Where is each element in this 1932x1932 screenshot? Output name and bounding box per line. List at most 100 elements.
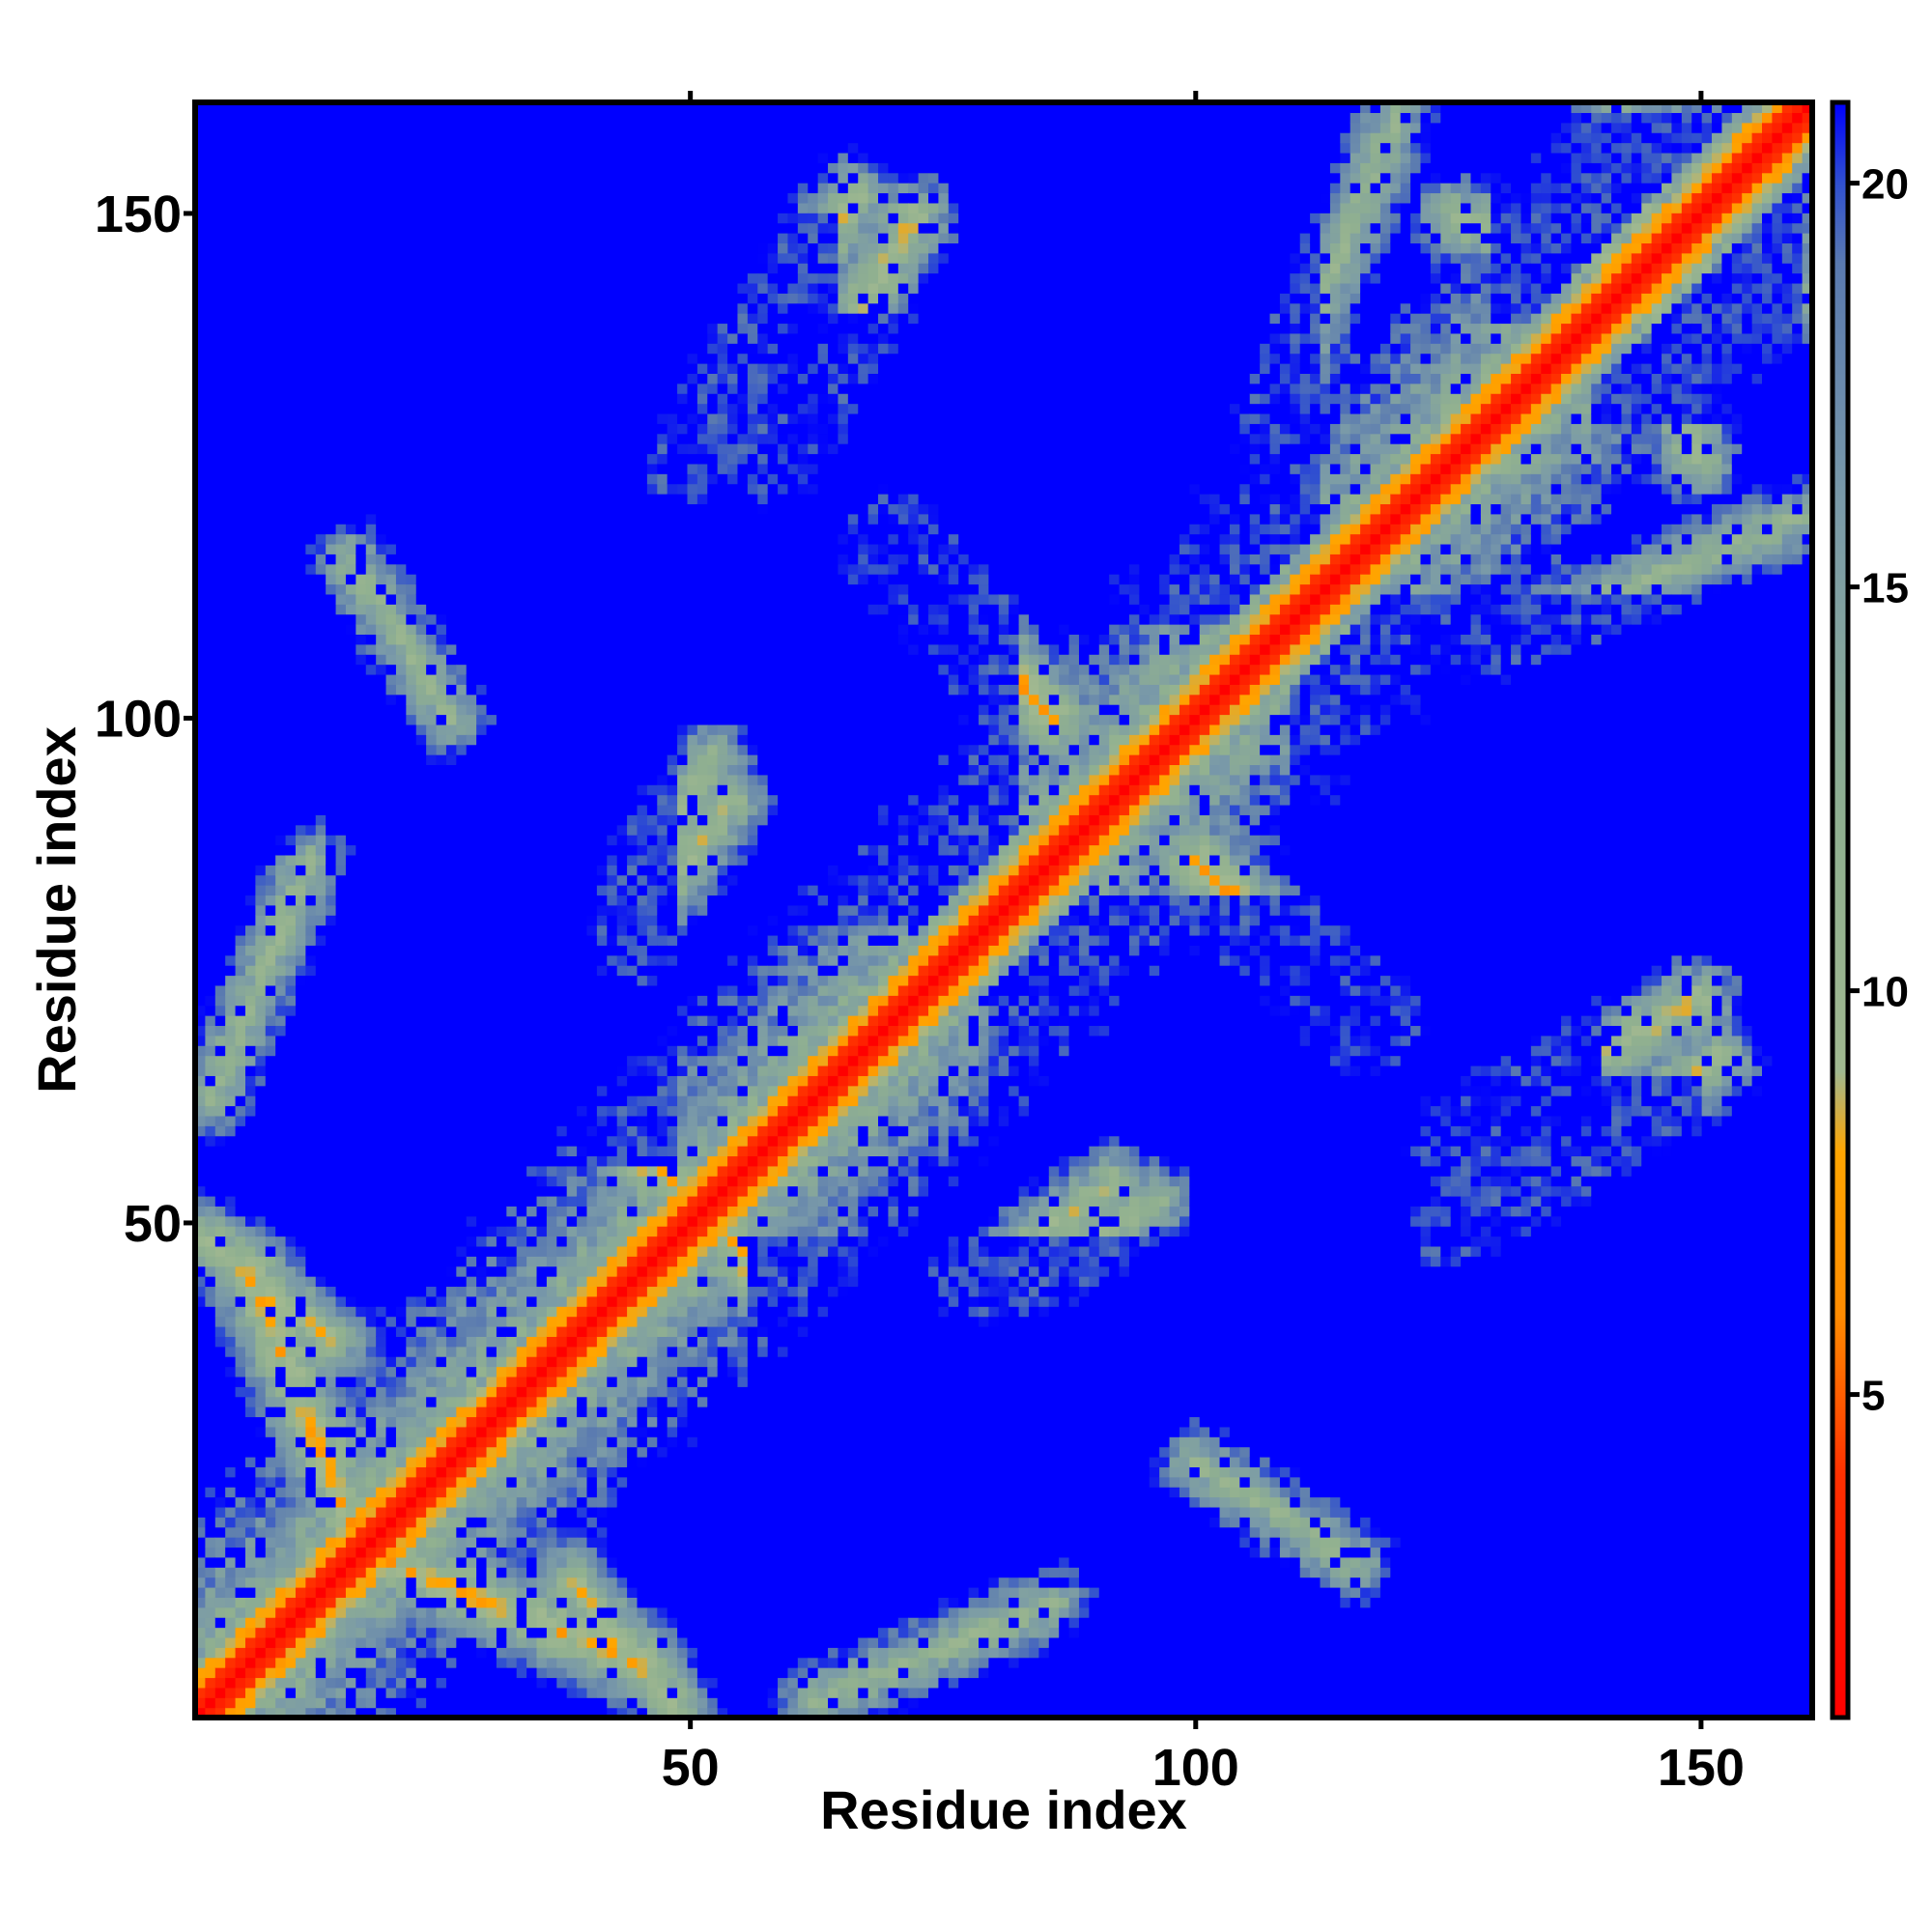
heatmap-cell [214, 1586, 226, 1598]
heatmap-cell [436, 1195, 447, 1207]
heatmap-cell [275, 1065, 287, 1076]
heatmap-cell [466, 865, 477, 876]
heatmap-cell [406, 1406, 417, 1418]
heatmap-cell [285, 984, 297, 996]
heatmap-cell [244, 904, 256, 916]
heatmap-cell [365, 1206, 377, 1217]
heatmap-cell [275, 1316, 287, 1327]
heatmap-cell [456, 1165, 468, 1177]
heatmap-cell [205, 1526, 216, 1538]
heatmap-cell [244, 263, 256, 274]
heatmap-cell [476, 343, 488, 355]
heatmap-cell [225, 684, 237, 696]
heatmap-cell [436, 443, 447, 455]
heatmap-cell [426, 995, 438, 1007]
heatmap-cell [376, 1456, 387, 1467]
heatmap-cell [436, 613, 447, 625]
heatmap-cell [285, 1015, 297, 1027]
heatmap-cell [486, 924, 497, 936]
heatmap-cell [244, 543, 256, 554]
heatmap-cell [244, 363, 256, 374]
heatmap-cell [376, 112, 387, 124]
heatmap-cell [255, 1035, 267, 1046]
heatmap-cell [476, 1025, 488, 1037]
heatmap-cell [225, 1636, 237, 1648]
heatmap-cell [486, 593, 497, 605]
heatmap-cell [436, 954, 447, 966]
heatmap-cell [225, 1597, 237, 1608]
heatmap-cell [205, 373, 216, 384]
heatmap-cell [335, 915, 347, 926]
heatmap-cell [305, 1095, 317, 1107]
heatmap-cell [466, 1055, 477, 1066]
heatmap-cell [285, 1667, 297, 1679]
heatmap-cell [205, 1256, 216, 1267]
heatmap-cell [466, 293, 477, 304]
heatmap-cell [225, 1065, 237, 1076]
heatmap-cell [305, 233, 317, 243]
heatmap-cell [445, 202, 457, 213]
heatmap-cell [205, 874, 216, 886]
heatmap-cell [214, 533, 226, 545]
heatmap-cell [265, 624, 276, 636]
heatmap-cell [205, 503, 216, 515]
heatmap-cell [275, 744, 287, 755]
heatmap-cell [415, 1496, 427, 1508]
heatmap-cell [315, 323, 327, 334]
heatmap-cell [496, 1657, 507, 1668]
heatmap-cell [265, 1547, 276, 1558]
heatmap-cell [486, 1055, 497, 1066]
heatmap-cell [214, 463, 226, 474]
heatmap-cell [406, 604, 417, 615]
heatmap-cell [456, 302, 468, 314]
heatmap-cell [326, 1245, 337, 1257]
heatmap-cell [415, 513, 427, 525]
heatmap-cell [295, 574, 306, 585]
heatmap-cell [415, 634, 427, 645]
heatmap-cell [406, 824, 417, 836]
heatmap-cell [426, 1597, 438, 1608]
heatmap-cell [395, 1035, 407, 1046]
heatmap-cell [476, 1487, 488, 1498]
heatmap-cell [365, 373, 377, 384]
heatmap-cell [466, 463, 477, 474]
heatmap-cell [275, 443, 287, 455]
heatmap-cell [315, 412, 327, 424]
heatmap-cell [315, 624, 327, 636]
heatmap-cell [326, 1687, 337, 1698]
heatmap-cell [345, 1606, 356, 1618]
heatmap-cell [476, 142, 488, 154]
heatmap-cell [355, 764, 367, 776]
heatmap-cell [265, 1115, 276, 1126]
heatmap-cell [244, 513, 256, 525]
heatmap-cell [385, 1366, 397, 1378]
heatmap-cell [255, 1647, 267, 1659]
heatmap-cell [315, 1707, 327, 1719]
heatmap-cell [225, 272, 237, 284]
heatmap-cell [365, 423, 377, 435]
heatmap-cell [315, 1336, 327, 1348]
heatmap-cell [415, 924, 427, 936]
heatmap-cell [395, 714, 407, 725]
heatmap-cell [205, 1316, 216, 1327]
heatmap-cell [345, 1647, 356, 1659]
heatmap-cell [315, 1245, 327, 1257]
heatmap-cell [345, 1376, 356, 1387]
heatmap-cell [476, 563, 488, 575]
heatmap-cell [496, 1286, 507, 1297]
heatmap-cell [326, 293, 337, 304]
heatmap-cell [315, 1356, 327, 1368]
heatmap-cell [214, 1226, 226, 1237]
heatmap-cell [275, 433, 287, 444]
heatmap-cell [385, 503, 397, 515]
heatmap-cell [285, 272, 297, 284]
heatmap-cell [395, 1657, 407, 1668]
heatmap-cell [335, 794, 347, 806]
heatmap-cell [415, 574, 427, 585]
heatmap-cell [255, 1105, 267, 1117]
heatmap-cell [355, 1015, 367, 1027]
heatmap-cell [285, 995, 297, 1007]
heatmap-cell [305, 1617, 317, 1629]
heatmap-cell [415, 1025, 427, 1037]
heatmap-cell [415, 1647, 427, 1659]
